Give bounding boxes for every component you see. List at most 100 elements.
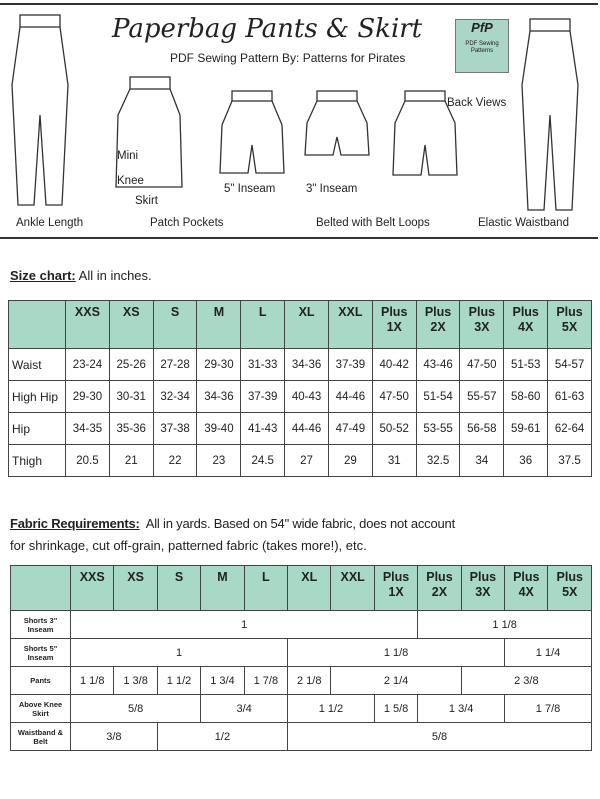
- measurement-cell: 61-63: [547, 380, 592, 413]
- yardage-cell: 1 1/8: [69, 666, 115, 695]
- table-row: Thigh 20.5 21 22 23 24.5 27 29 31 32.5 34 36 37.5: [8, 444, 592, 477]
- measurement-cell: 32-34: [152, 380, 198, 413]
- measurement-cell: 30-31: [108, 380, 154, 413]
- measurement-cell: 44-46: [284, 412, 329, 445]
- measurement-cell: 22: [152, 444, 198, 477]
- size-header: Plus 3X: [460, 565, 506, 611]
- size-label: S: [170, 305, 180, 319]
- yardage-cell: 3/4: [200, 694, 289, 723]
- size-header: Plus 3X: [459, 300, 505, 349]
- yardage-cell: 1 1/2: [287, 694, 375, 723]
- size-header: XS: [108, 300, 154, 349]
- measurement-cell: 29-30: [65, 380, 110, 413]
- measurement-cell: 32.5: [415, 444, 461, 477]
- measurement-cell: 47-49: [327, 412, 373, 445]
- header-row: XXS XS S M L XL XXL Plus 1X Plus 2X Plus 3X Plus 4X Plu…: [10, 565, 592, 611]
- size-header: Plus 5X: [547, 565, 592, 611]
- fabric-note-1: All in yards. Based on 54" wide fabric, …: [145, 516, 455, 531]
- label-belted: Belted with Belt Loops: [316, 217, 430, 229]
- measurement-cell: 23: [196, 444, 242, 477]
- size-label: XS: [122, 305, 140, 319]
- measurement-cell: 55-57: [459, 380, 505, 413]
- size-label: Plus: [468, 305, 496, 319]
- yardage-cell: 1 3/4: [417, 694, 506, 723]
- row-label: Above Knee Skirt: [10, 694, 71, 723]
- measurement-cell: 34-36: [284, 348, 329, 381]
- size-label: Plus: [426, 570, 453, 584]
- yardage-cell: 5/8: [69, 694, 202, 723]
- measurement-cell: 37-38: [152, 412, 198, 445]
- fabric-note-2: for shrinkage, cut off-grain, patterned …: [10, 538, 367, 553]
- size-label: 2X: [430, 320, 446, 334]
- size-label: XXL: [338, 305, 363, 319]
- yardage-cell: 1 1/8: [417, 610, 592, 639]
- yardage-cell: 1 7/8: [504, 694, 592, 723]
- size-label: Plus: [469, 570, 497, 584]
- row-label: Pants: [10, 666, 71, 695]
- size-chart-heading: Size chart: All in inches.: [10, 268, 152, 283]
- table-row: Waist 23-24 25-26 27-28 29-30 31-33 34-36 37-39…: [8, 348, 592, 381]
- size-label: M: [217, 570, 228, 584]
- size-header: XXS: [65, 300, 110, 349]
- row-label: Thigh: [8, 444, 66, 477]
- measurement-cell: 37-39: [240, 380, 286, 413]
- yardage-cell: 1: [69, 638, 289, 667]
- size-header: Plus 5X: [547, 300, 592, 349]
- measurement-cell: 50-52: [371, 412, 417, 445]
- row-label: Waistband & Belt: [10, 722, 71, 751]
- yardage-cell: 3/8: [70, 722, 158, 751]
- size-label: L: [262, 570, 270, 584]
- size-label: Plus: [381, 305, 408, 319]
- size-label: Plus: [512, 305, 539, 319]
- measurement-cell: 29: [327, 444, 373, 477]
- row-label: Shorts 5" Inseam: [10, 638, 71, 667]
- shorts-3-belted-drawing: [304, 90, 370, 156]
- measurement-cell: 41-43: [240, 412, 286, 445]
- size-label: Plus: [382, 570, 410, 584]
- measurement-cell: 27-28: [152, 348, 198, 381]
- yardage-cell: 2 1/8: [287, 666, 332, 695]
- size-header: Plus 2X: [417, 565, 462, 611]
- size-label: XS: [127, 570, 144, 584]
- measurement-cell: 27: [284, 444, 329, 477]
- size-label: 4X: [518, 320, 534, 334]
- table-row: Shorts 5" Inseam 1 1 1/8 1 1/4: [10, 638, 592, 667]
- yardage-cell: 5/8: [287, 722, 592, 751]
- table-row: High Hip 29-30 30-31 32-34 34-36 37-39 40-43 44…: [8, 380, 592, 413]
- label-3-inseam: 3" Inseam: [306, 183, 358, 195]
- yardage-cell: 1 1/4: [504, 638, 592, 667]
- measurement-cell: 31-33: [240, 348, 286, 381]
- logo-text: PfP: [471, 20, 493, 35]
- label-5-inseam: 5" Inseam: [224, 183, 276, 195]
- ankle-pants-drawing: [11, 14, 69, 206]
- yardage-cell: 1/2: [156, 722, 289, 751]
- elastic-pants-drawing: [521, 18, 579, 211]
- header-row: XXS XS S M L XL XXL Plus 1X Plus 2X Plus 3X Plus 4X Plu…: [8, 300, 592, 349]
- measurement-cell: 58-60: [503, 380, 549, 413]
- skirt-drawing: [115, 76, 183, 188]
- measurement-cell: 20.5: [65, 444, 110, 477]
- fabric-title: Fabric Requirements:: [10, 516, 140, 531]
- measurement-cell: 59-61: [503, 412, 549, 445]
- size-header: M: [196, 300, 242, 349]
- table-row: Shorts 3" Inseam 1 1 1/8: [10, 610, 592, 639]
- measurement-cell: 51-53: [503, 348, 549, 381]
- size-label: XXS: [74, 305, 100, 319]
- corner-cell: [8, 300, 66, 349]
- yardage-cell: 1 7/8: [243, 666, 289, 695]
- fabric-requirements-table: XXS XS S M L XL XXL Plus 1X Plus 2X Plus 3X Plus 4X Plu…: [10, 565, 593, 751]
- measurement-cell: 53-55: [415, 412, 461, 445]
- size-header: M: [200, 565, 245, 611]
- label-elastic-waistband: Elastic Waistband: [478, 217, 569, 229]
- size-label: 1X: [386, 320, 402, 334]
- pattern-title: Paperbag Pants & Skirt: [112, 14, 423, 44]
- size-chart-note: All in inches.: [78, 268, 152, 283]
- size-label: 4X: [518, 585, 534, 599]
- size-chart-title: Size chart:: [10, 268, 76, 283]
- measurement-cell: 37-39: [327, 348, 373, 381]
- size-header: L: [240, 300, 286, 349]
- measurement-cell: 54-57: [547, 348, 592, 381]
- size-label: 3X: [475, 585, 491, 599]
- measurement-cell: 40-42: [371, 348, 417, 381]
- label-patch-pockets: Patch Pockets: [150, 217, 224, 229]
